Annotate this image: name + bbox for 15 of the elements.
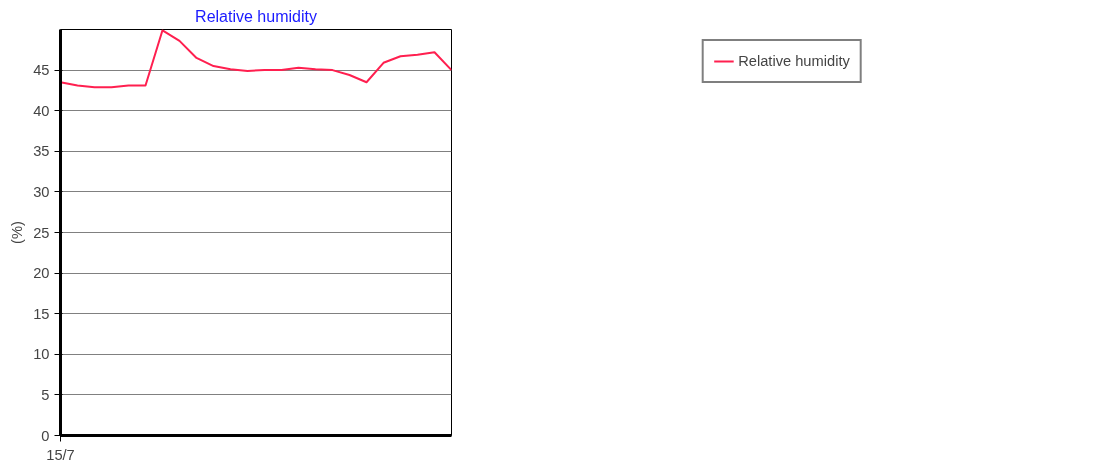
y-tick-label: 30 bbox=[33, 183, 50, 200]
legend-label: Relative humidity bbox=[738, 53, 850, 69]
y-tick-label: 40 bbox=[33, 102, 50, 119]
y-tick-label: 45 bbox=[33, 62, 50, 79]
y-axis-title: (%) bbox=[9, 221, 26, 244]
y-tick-label: 0 bbox=[41, 427, 50, 444]
line-series bbox=[60, 29, 452, 89]
chart-title: Relative humidity bbox=[195, 7, 317, 25]
y-tick-label: 5 bbox=[41, 386, 50, 403]
x-tick-label: 15/7 bbox=[46, 446, 75, 463]
y-tick-label: 10 bbox=[33, 346, 50, 363]
y-tick-label: 20 bbox=[33, 265, 50, 282]
y-tick-label: 15 bbox=[33, 305, 50, 322]
y-tick-label: 35 bbox=[33, 143, 50, 160]
y-tick-label: 25 bbox=[33, 224, 50, 241]
